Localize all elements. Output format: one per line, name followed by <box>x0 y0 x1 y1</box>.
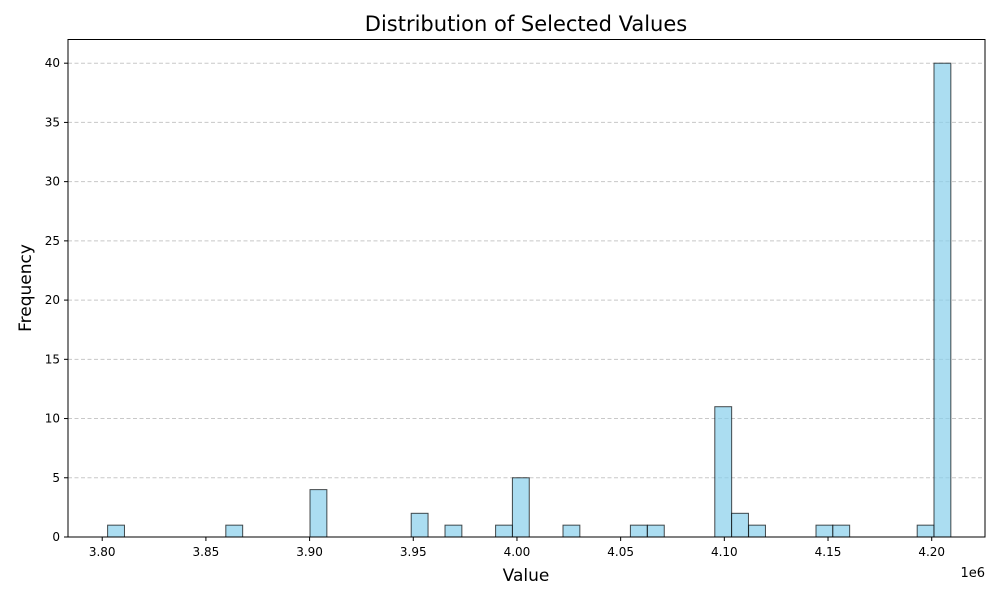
y-axis-title: Frequency <box>16 244 36 332</box>
histogram-bar <box>731 512 749 538</box>
x-tick-label: 4.10 <box>711 545 738 559</box>
x-tick-label: 3.80 <box>89 545 116 559</box>
x-tick-label: 3.85 <box>193 545 220 559</box>
histogram-bar <box>511 477 530 538</box>
x-axis-offset-label: 1e6 <box>960 566 985 581</box>
x-tick-label: 4.15 <box>815 545 842 559</box>
histogram-bar <box>562 524 581 538</box>
y-tick-label: 30 <box>45 175 60 189</box>
y-tick-label: 5 <box>52 471 60 485</box>
y-tick-label: 40 <box>45 56 60 70</box>
histogram-bar <box>629 524 648 538</box>
chart-title: Distribution of Selected Values <box>365 12 687 36</box>
y-tick-label: 15 <box>45 352 60 366</box>
grid-lines <box>68 62 985 479</box>
y-tick-label: 0 <box>52 530 60 544</box>
histogram-bar <box>933 62 952 538</box>
x-tick-label: 4.20 <box>918 545 945 559</box>
histogram-bar <box>916 524 935 538</box>
x-tick-label: 4.05 <box>607 545 634 559</box>
histogram-bar <box>444 524 463 538</box>
x-axis-ticks: 3.80 3.85 3.90 3.95 4.00 4.05 4.10 4.15 4.20 <box>89 537 945 559</box>
histogram-bar <box>832 524 851 538</box>
y-tick-label: 35 <box>45 115 60 129</box>
histogram-bars <box>107 62 952 538</box>
histogram-bar <box>107 524 125 538</box>
histogram-bar <box>309 489 328 538</box>
histogram-bar <box>225 524 244 538</box>
y-tick-label: 25 <box>45 234 60 248</box>
histogram-bar <box>646 524 665 538</box>
y-tick-label: 20 <box>45 293 60 307</box>
histogram-bar <box>748 524 766 538</box>
y-axis-ticks: 0 5 10 15 20 25 30 35 40 <box>45 56 68 544</box>
x-tick-label: 3.95 <box>400 545 427 559</box>
x-tick-label: 3.90 <box>296 545 323 559</box>
histogram-bar <box>815 524 834 538</box>
y-tick-label: 10 <box>45 412 60 426</box>
histogram-bar <box>714 406 733 538</box>
histogram-bar <box>410 512 429 538</box>
histogram-bar <box>495 524 513 538</box>
x-axis-title: Value <box>503 566 550 586</box>
plot-frame <box>67 39 986 538</box>
x-tick-label: 4.00 <box>504 545 531 559</box>
